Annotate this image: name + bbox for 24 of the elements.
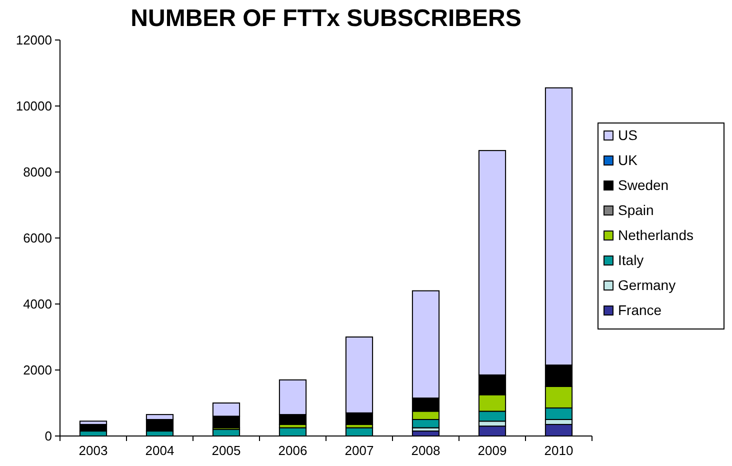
x-tick-label: 2008 — [411, 443, 440, 458]
y-tick-label: 0 — [44, 428, 52, 444]
x-tick-label: 2009 — [478, 443, 507, 458]
y-tick-label: 12000 — [16, 32, 52, 48]
x-tick-label: 2007 — [344, 443, 374, 458]
legend-label: US — [618, 126, 638, 143]
x-tick-label: 2010 — [544, 443, 574, 458]
x-tick-label: 2006 — [278, 443, 308, 458]
legend-label: Sweden — [618, 176, 669, 193]
y-tick-label: 6000 — [23, 230, 52, 246]
x-tick-label: 2003 — [78, 443, 108, 458]
legend-label: Germany — [618, 276, 676, 293]
y-tick-label: 10000 — [16, 98, 52, 114]
legend-label: UK — [618, 152, 638, 168]
chart-title: NUMBER OF FTTx SUBSCRIBERS — [130, 5, 522, 32]
legend-label: France — [618, 302, 662, 318]
x-tick-label: 2005 — [212, 443, 241, 458]
y-tick-label: 4000 — [23, 296, 52, 312]
legend-label: Spain — [618, 202, 654, 218]
y-tick-label: 2000 — [23, 362, 52, 378]
x-tick-label: 2004 — [145, 443, 174, 458]
y-tick-label: 8000 — [23, 164, 52, 180]
legend-label: Netherlands — [618, 226, 694, 243]
legend-label: Italy — [618, 252, 644, 268]
